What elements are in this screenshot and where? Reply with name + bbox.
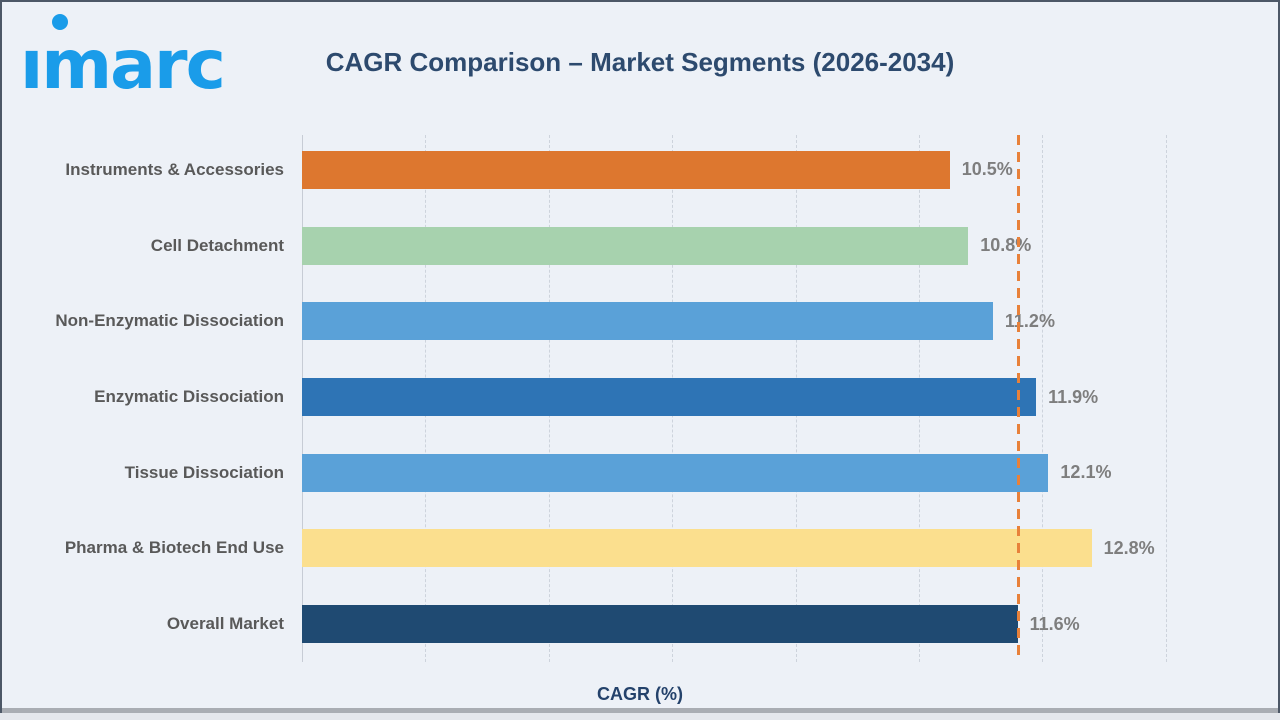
- bar-row: 10.8%: [302, 208, 1252, 284]
- bar: [302, 150, 950, 189]
- value-label: 11.9%: [1048, 386, 1099, 407]
- bar: [302, 302, 993, 341]
- bar-row: 11.9%: [302, 359, 1252, 435]
- imarc-logo: ımarc: [20, 2, 240, 102]
- labels-column: Instruments & Accessories Cell Detachment…: [22, 132, 284, 662]
- value-label: 10.8%: [980, 235, 1032, 256]
- logo-text: ımarc: [20, 26, 226, 105]
- chart-title: CAGR Comparison – Market Segments (2026-…: [325, 47, 955, 77]
- bar: [302, 226, 969, 265]
- reference-line: [1016, 135, 1020, 662]
- bar: [302, 378, 1037, 417]
- bar-row: 10.5%: [302, 132, 1252, 208]
- x-axis-label: CAGR (%): [597, 684, 683, 704]
- chart-area: Instruments & Accessories Cell Detachment…: [22, 132, 1252, 662]
- value-label: 10.5%: [961, 159, 1013, 180]
- bar: [302, 529, 1092, 568]
- bar-row: 12.8%: [302, 511, 1252, 587]
- bar: [302, 605, 1018, 644]
- bar-rows: 10.5% 10.8% 11.2% 11.9% 12.1% 12.8% 11.6%: [302, 132, 1252, 662]
- bar-row: 11.2%: [302, 283, 1252, 359]
- bar: [302, 453, 1049, 492]
- gridline: [1042, 135, 1044, 662]
- category-label: Instruments & Accessories: [65, 159, 284, 179]
- window-bottom-edge: [2, 708, 1278, 713]
- category-label: Pharma & Biotech End Use: [64, 538, 284, 558]
- value-label: 11.2%: [1004, 310, 1055, 331]
- bar-row: 11.6%: [302, 586, 1252, 662]
- category-label: Enzymatic Dissociation: [94, 387, 284, 407]
- plot-area: 10.5% 10.8% 11.2% 11.9% 12.1% 12.8% 11.6%: [302, 132, 1252, 662]
- value-label: 11.6%: [1029, 613, 1080, 634]
- category-label: Non-Enzymatic Dissociation: [55, 311, 284, 331]
- value-label: 12.8%: [1103, 537, 1155, 558]
- category-label: Overall Market: [166, 614, 284, 634]
- category-label: Cell Detachment: [150, 235, 284, 255]
- logo-dot-icon: [52, 14, 68, 30]
- bar-row: 12.1%: [302, 435, 1252, 511]
- gridline: [1165, 135, 1167, 662]
- category-label: Tissue Dissociation: [124, 462, 284, 482]
- value-label: 12.1%: [1060, 462, 1112, 483]
